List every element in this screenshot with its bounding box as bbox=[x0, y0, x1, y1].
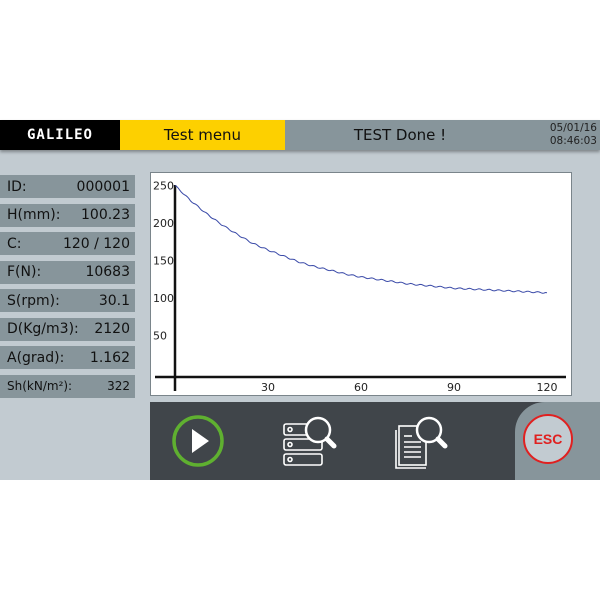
menu-title: Test menu bbox=[120, 120, 285, 150]
param-label: D(Kg/m3): bbox=[7, 321, 79, 337]
screen: GALILEO Test menu TEST Done ! 05/01/16 0… bbox=[0, 120, 600, 480]
param-row: F(N): 10683 bbox=[0, 260, 135, 284]
top-bar: GALILEO Test menu TEST Done ! 05/01/16 0… bbox=[0, 120, 600, 150]
status-message: TEST Done ! bbox=[353, 126, 447, 144]
param-row: Sh(kN/m²): 322 bbox=[0, 374, 135, 398]
param-row: H(mm): 100.23 bbox=[0, 203, 135, 227]
param-value: 100.23 bbox=[81, 207, 130, 223]
x-tick-label: 30 bbox=[261, 381, 275, 394]
toolbar: ESC bbox=[150, 402, 600, 480]
x-tick-label: 60 bbox=[354, 381, 368, 394]
param-label: C: bbox=[7, 235, 22, 252]
y-tick-label: 150 bbox=[153, 255, 174, 268]
param-value: 1.162 bbox=[89, 349, 130, 366]
param-label: ID: bbox=[7, 178, 27, 195]
param-row: S(rpm): 30.1 bbox=[0, 289, 135, 312]
y-tick-label: 50 bbox=[153, 330, 167, 343]
param-label: H(mm): bbox=[7, 207, 61, 223]
esc-button[interactable]: ESC bbox=[523, 414, 573, 464]
param-row: C: 120 / 120 bbox=[0, 232, 135, 255]
search-report-button[interactable] bbox=[392, 414, 452, 470]
param-value: 10683 bbox=[85, 264, 130, 280]
y-tick-label: 200 bbox=[153, 217, 174, 230]
esc-area: ESC bbox=[515, 402, 600, 480]
param-row: D(Kg/m3): 2120 bbox=[0, 317, 135, 341]
x-tick-label: 120 bbox=[537, 381, 558, 394]
start-button[interactable] bbox=[170, 413, 226, 469]
galileo-logo: GALILEO bbox=[0, 120, 120, 150]
param-row: A(grad): 1.162 bbox=[0, 346, 135, 369]
param-value: 120 / 120 bbox=[62, 235, 130, 252]
param-value: 30.1 bbox=[98, 292, 130, 309]
datetime: 05/01/16 08:46:03 bbox=[550, 122, 597, 148]
y-tick-label: 250 bbox=[153, 180, 174, 193]
y-tick-label: 100 bbox=[153, 292, 174, 305]
search-database-button[interactable] bbox=[280, 414, 340, 470]
param-row: ID: 000001 bbox=[0, 175, 135, 198]
param-label: S(rpm): bbox=[7, 292, 60, 309]
status-bar: TEST Done ! 05/01/16 08:46:03 bbox=[285, 120, 600, 150]
param-label: F(N): bbox=[7, 264, 42, 280]
document-search-icon bbox=[395, 416, 448, 469]
play-icon bbox=[172, 415, 224, 467]
param-label: Sh(kN/m²): bbox=[7, 379, 73, 393]
time: 08:46:03 bbox=[549, 135, 597, 147]
date: 05/01/16 bbox=[549, 122, 597, 134]
param-value: 000001 bbox=[76, 178, 130, 195]
chart-svg: 50 100 150 200 250 30 60 90 120 bbox=[153, 180, 566, 394]
param-value: 2120 bbox=[94, 321, 130, 337]
x-tick-label: 90 bbox=[447, 381, 461, 394]
data-line bbox=[174, 185, 548, 294]
param-label: A(grad): bbox=[7, 349, 65, 366]
param-value: 322 bbox=[107, 379, 130, 393]
database-search-icon bbox=[283, 416, 337, 466]
chart: 50 100 150 200 250 30 60 90 120 bbox=[150, 172, 572, 396]
